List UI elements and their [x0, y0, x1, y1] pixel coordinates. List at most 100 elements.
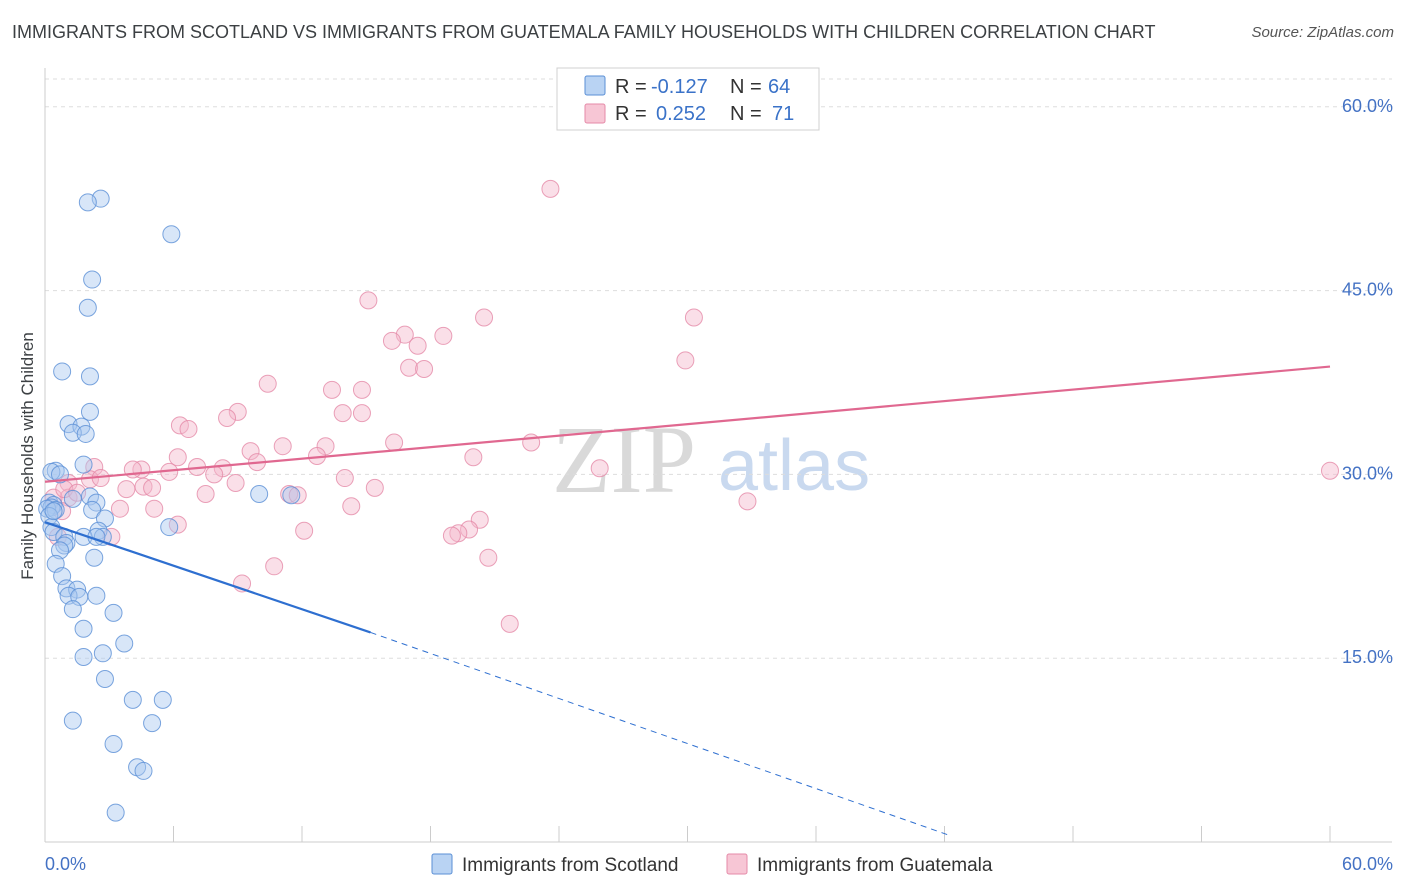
point-guatemala — [273, 437, 292, 456]
stats-r-value-guatemala: 0.252 — [656, 103, 706, 125]
point-scotland — [63, 423, 82, 442]
point-scotland — [74, 527, 93, 546]
stats-r-label-guatemala: R = — [615, 103, 647, 125]
point-scotland — [106, 803, 125, 822]
y-tick-label: 30.0% — [1342, 463, 1393, 483]
point-scotland — [282, 486, 301, 505]
point-guatemala — [382, 331, 401, 350]
point-guatemala — [590, 459, 609, 478]
point-scotland — [123, 690, 142, 709]
point-scotland — [95, 670, 114, 689]
trend-line-scotland — [44, 521, 371, 634]
stats-legend: R = -0.127 N = 64 R = 0.252 N = 71 — [556, 67, 820, 131]
grid — [45, 78, 1392, 659]
source-label: Source: ZipAtlas.com — [1251, 24, 1394, 41]
point-scotland — [53, 362, 72, 381]
point-scotland — [104, 734, 123, 753]
point-guatemala — [475, 308, 494, 327]
chart-title: IMMIGRANTS FROM SCOTLAND VS IMMIGRANTS F… — [12, 22, 1156, 42]
point-scotland — [250, 484, 269, 503]
point-scotland — [134, 761, 153, 780]
point-guatemala — [117, 480, 136, 499]
point-guatemala — [352, 380, 371, 399]
point-scotland — [143, 714, 162, 733]
point-scotland — [78, 298, 97, 317]
point-guatemala — [342, 497, 361, 516]
point-guatemala — [415, 359, 434, 378]
point-scotland — [50, 541, 69, 560]
point-scotland — [80, 367, 99, 386]
point-guatemala — [335, 469, 354, 488]
stats-n-value-guatemala: 71 — [772, 103, 794, 125]
point-guatemala — [179, 420, 198, 439]
point-scotland — [57, 534, 76, 553]
legend-swatch-scotland — [431, 853, 453, 875]
point-guatemala — [434, 326, 453, 345]
point-guatemala — [110, 499, 129, 518]
point-guatemala — [143, 478, 162, 497]
stats-n-label-guatemala: N = — [730, 103, 762, 125]
y-tick-label: 45.0% — [1342, 280, 1393, 300]
point-guatemala — [400, 358, 419, 377]
point-scotland — [85, 548, 104, 567]
point-scotland — [162, 225, 181, 244]
point-guatemala — [168, 448, 187, 467]
axes: 15.0% 30.0% 45.0% 60.0% 0.0% 60.0% — [44, 68, 1393, 874]
point-guatemala — [676, 351, 695, 370]
x-tick-label: 60.0% — [1342, 854, 1393, 874]
point-scotland — [44, 502, 63, 521]
stats-n-label-scotland: N = — [730, 76, 762, 98]
point-guatemala — [218, 409, 237, 428]
point-guatemala — [479, 548, 498, 567]
point-scotland — [76, 424, 95, 443]
point-guatemala — [196, 484, 215, 503]
point-guatemala — [359, 291, 378, 310]
point-guatemala — [460, 520, 479, 539]
legend-label-scotland: Immigrants from Scotland — [462, 855, 678, 876]
legend-label-guatemala: Immigrants from Guatemala — [757, 855, 993, 876]
point-scotland — [83, 500, 102, 519]
point-scotland — [44, 522, 63, 541]
point-guatemala — [288, 486, 307, 505]
trend-line-scotland-extension — [370, 631, 952, 837]
trend-line-guatemala — [44, 365, 1331, 483]
point-scotland — [83, 270, 102, 289]
x-tick-label: 0.0% — [45, 854, 86, 874]
point-scotland — [63, 489, 82, 508]
point-scotland — [63, 711, 82, 730]
point-guatemala — [295, 521, 314, 540]
point-scotland — [74, 619, 93, 638]
point-guatemala — [265, 557, 284, 576]
watermark: ZIP atlas — [552, 406, 870, 513]
point-guatemala — [228, 402, 247, 421]
point-scotland — [153, 690, 172, 709]
point-guatemala — [170, 416, 189, 435]
watermark-atlas: atlas — [718, 426, 870, 506]
point-scotland — [93, 644, 112, 663]
point-guatemala — [541, 179, 560, 198]
stats-r-value-scotland: -0.127 — [651, 76, 708, 98]
point-scotland — [74, 455, 93, 474]
point-scotland — [63, 600, 82, 619]
trend-lines — [44, 365, 1331, 837]
point-guatemala — [385, 433, 404, 452]
bottom-legend: Immigrants from Scotland Immigrants from… — [431, 853, 993, 876]
legend-swatch-guatemala — [726, 853, 748, 875]
point-guatemala — [738, 492, 757, 511]
point-guatemala — [322, 380, 341, 399]
point-guatemala — [500, 614, 519, 633]
stats-n-value-scotland: 64 — [768, 76, 790, 98]
stats-swatch-scotland — [584, 75, 606, 96]
data-points — [38, 179, 1339, 822]
point-guatemala — [684, 308, 703, 327]
point-guatemala — [145, 499, 164, 518]
point-scotland — [74, 647, 93, 666]
point-scotland — [104, 603, 123, 622]
point-guatemala — [205, 465, 224, 484]
point-guatemala — [464, 448, 483, 467]
point-scotland — [50, 465, 69, 484]
stats-swatch-guatemala — [584, 103, 606, 124]
point-guatemala — [241, 442, 260, 461]
y-tick-label: 15.0% — [1342, 647, 1393, 667]
point-guatemala — [333, 404, 352, 423]
